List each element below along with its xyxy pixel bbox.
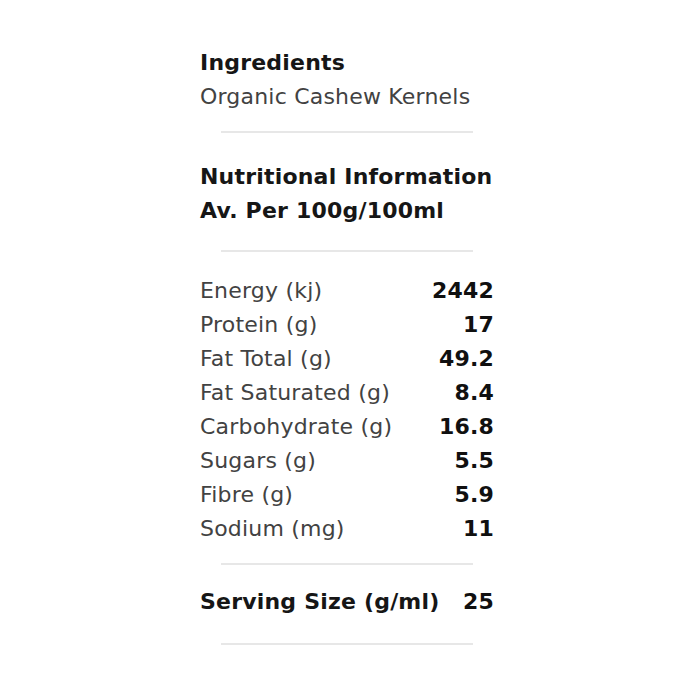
table-row: Carbohydrate (g) 16.8 bbox=[200, 410, 494, 444]
row-label: Protein (g) bbox=[200, 308, 317, 342]
nutrition-subtitle: Av. Per 100g/100ml bbox=[200, 194, 494, 228]
serving-size-row: Serving Size (g/ml) 25 bbox=[200, 585, 494, 619]
table-row: Sodium (mg) 11 bbox=[200, 512, 494, 546]
row-label: Sodium (mg) bbox=[200, 512, 345, 546]
row-value: 5.9 bbox=[454, 478, 494, 512]
row-value: 2442 bbox=[432, 274, 494, 308]
row-label: Fat Saturated (g) bbox=[200, 376, 390, 410]
divider bbox=[221, 250, 473, 252]
serving-size-value: 25 bbox=[463, 585, 494, 619]
divider bbox=[221, 563, 473, 565]
row-value: 49.2 bbox=[439, 342, 494, 376]
nutrition-table: Energy (kj) 2442 Protein (g) 17 Fat Tota… bbox=[200, 274, 494, 546]
ingredients-text: Organic Cashew Kernels bbox=[200, 80, 494, 114]
row-value: 5.5 bbox=[454, 444, 494, 478]
divider bbox=[221, 643, 473, 645]
divider bbox=[221, 131, 473, 133]
row-label: Fat Total (g) bbox=[200, 342, 332, 376]
nutrition-panel: Ingredients Organic Cashew Kernels Nutri… bbox=[200, 46, 494, 645]
row-value: 11 bbox=[463, 512, 494, 546]
table-row: Protein (g) 17 bbox=[200, 308, 494, 342]
row-label: Sugars (g) bbox=[200, 444, 316, 478]
row-label: Carbohydrate (g) bbox=[200, 410, 392, 444]
nutrition-header: Nutritional Information Av. Per 100g/100… bbox=[200, 160, 494, 228]
table-row: Sugars (g) 5.5 bbox=[200, 444, 494, 478]
row-value: 17 bbox=[463, 308, 494, 342]
table-row: Fat Saturated (g) 8.4 bbox=[200, 376, 494, 410]
row-label: Energy (kj) bbox=[200, 274, 322, 308]
table-row: Fat Total (g) 49.2 bbox=[200, 342, 494, 376]
table-row: Energy (kj) 2442 bbox=[200, 274, 494, 308]
serving-size-label: Serving Size (g/ml) bbox=[200, 585, 440, 619]
nutrition-title: Nutritional Information bbox=[200, 160, 494, 194]
table-row: Fibre (g) 5.9 bbox=[200, 478, 494, 512]
row-value: 8.4 bbox=[454, 376, 494, 410]
ingredients-title: Ingredients bbox=[200, 46, 494, 80]
row-value: 16.8 bbox=[439, 410, 494, 444]
row-label: Fibre (g) bbox=[200, 478, 293, 512]
